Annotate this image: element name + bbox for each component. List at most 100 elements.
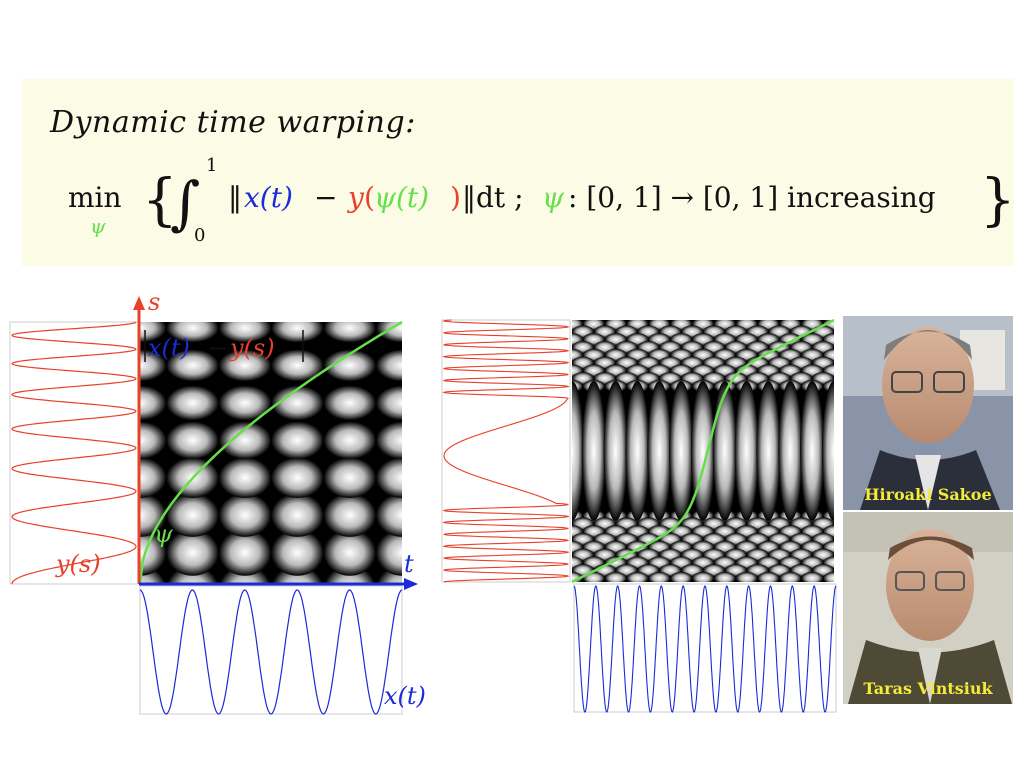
cost-cell-right xyxy=(625,381,650,521)
cost-cell-left xyxy=(218,529,272,576)
cost-cell-right xyxy=(757,571,780,582)
formula-domain: : [0, 1] → [0, 1] increasing xyxy=(568,181,936,214)
ys-label: y(s) xyxy=(55,550,101,578)
cost-cell-left xyxy=(376,529,402,576)
cost-cell-left xyxy=(166,529,219,576)
cost-cell-left xyxy=(140,457,167,498)
cost-cell-left xyxy=(218,493,272,537)
cost-cell-left xyxy=(323,529,376,576)
cost-matrix-right xyxy=(572,320,834,582)
formula-y-paren-open: ( xyxy=(364,181,375,214)
cost-cell-right xyxy=(823,571,834,582)
cost-cell-left xyxy=(166,385,219,421)
integral-upper: 1 xyxy=(206,155,217,176)
cost-label-minus: − xyxy=(208,334,228,362)
cost-cell-left xyxy=(323,457,376,499)
cost-cell-right xyxy=(778,381,803,521)
photo-hiroaki-sakoe: Hiroaki Sakoe xyxy=(843,316,1013,510)
warping-path-right xyxy=(571,318,835,584)
t-axis-label: t xyxy=(404,550,414,578)
xt-signal-curve xyxy=(139,589,403,715)
cost-cell-right xyxy=(756,381,781,521)
cost-cell-right xyxy=(734,381,759,521)
cost-matrix-left xyxy=(140,322,402,584)
ys-signal-curve-right xyxy=(442,319,570,583)
cost-cell-left xyxy=(323,385,376,421)
cost-cell-right xyxy=(581,381,606,521)
cost-cell-left xyxy=(376,322,402,343)
cost-cell-left xyxy=(323,349,376,382)
formula-psi-t: ψ(t) xyxy=(374,181,429,214)
s-axis-label: s xyxy=(148,288,160,316)
integral-sign: ∫ xyxy=(170,169,200,237)
cost-cell-left xyxy=(140,529,167,576)
cost-cell-left xyxy=(140,385,167,421)
cost-cell-left xyxy=(218,457,272,499)
cost-cell-left xyxy=(271,349,324,382)
cost-cell-right xyxy=(647,381,672,521)
xt-signal-panel xyxy=(139,585,403,715)
dtw-formula: min ψ { ∫ 1 0 ‖ x(t) − y ( ψ(t) ) ‖dt ; … xyxy=(68,155,1014,246)
cost-cell-left xyxy=(166,349,219,382)
cost-cell-left xyxy=(271,385,324,421)
cost-cell-left xyxy=(376,385,402,421)
min-operator: min xyxy=(68,181,122,214)
cost-cell-left xyxy=(166,421,219,460)
cost-cell-right xyxy=(801,571,824,582)
right-brace: } xyxy=(980,168,1014,233)
photo-caption-vintsiuk: Taras Vintsiuk xyxy=(863,679,993,698)
cost-cell-right xyxy=(690,381,715,521)
cost-cell-right xyxy=(669,381,694,521)
warp-psi-label: ψ xyxy=(154,520,174,548)
cost-cell-left xyxy=(218,385,272,421)
integral-lower: 0 xyxy=(194,225,205,246)
t-axis-arrow xyxy=(404,578,418,590)
cost-cell-right xyxy=(712,381,737,521)
cost-cell-left xyxy=(140,493,167,537)
cost-cell-left xyxy=(218,349,272,382)
cost-cell-left xyxy=(376,421,402,460)
cost-cell-right xyxy=(603,381,628,521)
cost-label-x: x(t) xyxy=(148,334,190,362)
cost-cell-left xyxy=(140,322,167,343)
cost-cell-right xyxy=(692,571,714,582)
cost-label-y: y(s) xyxy=(229,334,275,362)
cost-cell-right xyxy=(572,381,584,521)
formula-x-t: x(t) xyxy=(244,181,293,214)
cost-cell-right xyxy=(713,571,736,582)
cost-cell-left xyxy=(271,493,324,537)
formula-box: Dynamic time warping: min ψ { ∫ 1 0 ‖ x(… xyxy=(22,79,1014,266)
cost-cell-left xyxy=(376,457,402,498)
slide-title: Dynamic time warping: xyxy=(50,105,416,140)
cost-cell-right xyxy=(670,571,693,582)
cost-cell-right xyxy=(821,381,834,521)
xt-label: x(t) xyxy=(384,682,426,710)
cost-cell-left xyxy=(140,421,167,460)
cost-cell-left xyxy=(323,421,376,460)
cost-cell-left xyxy=(376,349,402,382)
warping-path-left xyxy=(138,320,403,585)
cost-cell-left xyxy=(271,421,324,460)
ys-signal-curve xyxy=(11,321,137,585)
formula-y: y xyxy=(346,181,365,214)
cost-cell-right xyxy=(626,571,649,582)
formula-minus: − xyxy=(314,181,337,214)
formula-y-paren-close: ) xyxy=(450,181,461,214)
cost-cell-right xyxy=(779,571,802,582)
photo-taras-vintsiuk: Taras Vintsiuk xyxy=(843,512,1013,704)
formula-dt: ‖dt ; xyxy=(462,181,524,214)
min-subscript-psi: ψ xyxy=(90,214,106,238)
left-brace: { xyxy=(142,168,178,233)
s-axis-arrow xyxy=(133,296,145,310)
cost-cell-left xyxy=(166,493,219,537)
xt-signal-curve-right xyxy=(573,585,837,713)
cost-cell-left xyxy=(218,322,272,343)
xt-signal-panel-right xyxy=(573,583,837,713)
formula-psi: ψ xyxy=(542,181,565,214)
cost-cell-right xyxy=(604,571,627,582)
photo-caption-sakoe: Hiroaki Sakoe xyxy=(864,485,991,504)
cost-cell-right xyxy=(800,381,825,521)
cost-cell-left xyxy=(271,529,324,576)
cost-cell-left xyxy=(271,457,324,499)
